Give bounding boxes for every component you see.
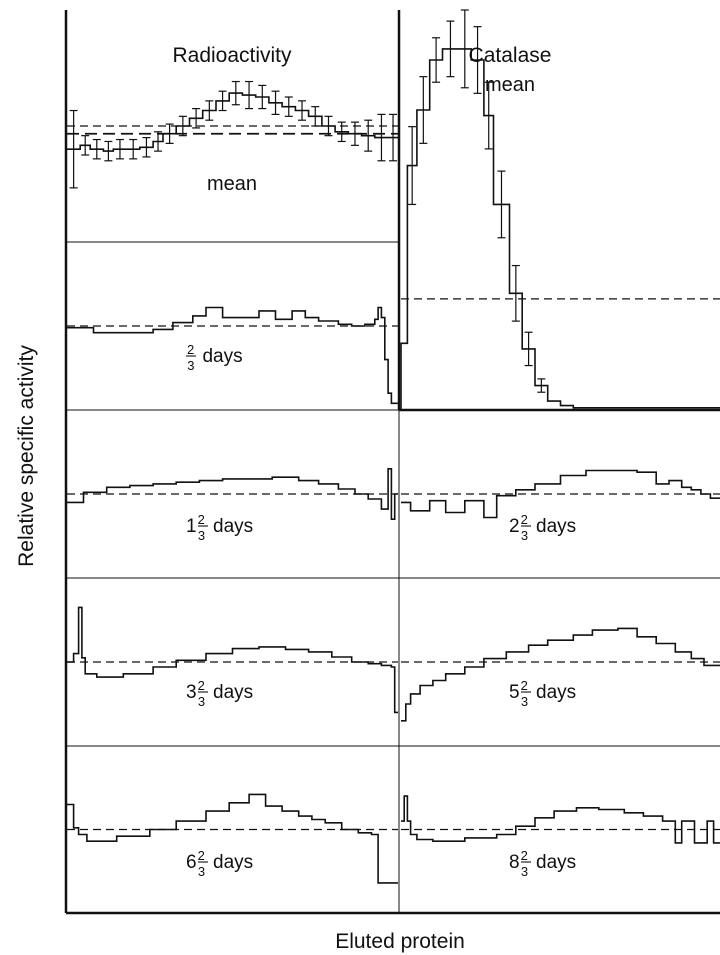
label-denominator: 3: [198, 864, 205, 879]
label-denominator: 3: [521, 528, 528, 543]
panel-label: 12 3 days: [186, 512, 253, 543]
radioactivity-five-two-thirds-step-series: [401, 627, 720, 722]
label-whole: 8: [509, 852, 520, 873]
label-numerator: 2: [198, 512, 205, 527]
panel-label: mean: [207, 173, 257, 195]
label-whole: 6: [186, 852, 197, 873]
label-unit: days: [536, 852, 576, 873]
radioactivity-mean-step-series: [67, 92, 398, 152]
panel-label: 82 3 days: [509, 848, 576, 879]
radioactivity-one-two-thirds-step-series: [67, 468, 398, 520]
panel-title: Catalase: [469, 44, 552, 67]
label-unit: days: [202, 346, 242, 367]
radioactivity-two-thirds-step-series: [67, 306, 398, 405]
radioactivity-two-three-thirds-step-series: [401, 469, 720, 519]
y-axis-label: Relative specific activity: [15, 345, 38, 567]
radioactivity-three-two-thirds-step-series: [67, 606, 398, 714]
panel-title: Radioactivity: [172, 44, 292, 67]
label-unit: days: [213, 516, 253, 537]
panel-label: 2 3 days: [187, 342, 243, 373]
label-denominator: 3: [198, 694, 205, 709]
label-denominator: 3: [521, 694, 528, 709]
label-numerator: 2: [521, 848, 528, 863]
label-numerator: 2: [198, 678, 205, 693]
label-numerator: 2: [521, 512, 528, 527]
label-numerator: 2: [187, 342, 194, 357]
label-denominator: 3: [198, 528, 205, 543]
x-axis-label: Eluted protein: [335, 930, 465, 953]
label-denominator: 3: [521, 864, 528, 879]
label-numerator: 2: [521, 678, 528, 693]
label-whole: 1: [186, 516, 197, 537]
label-numerator: 2: [198, 848, 205, 863]
radioactivity-six-two-thirds-step-series: [67, 793, 398, 884]
label-unit: days: [213, 852, 253, 873]
label-unit: days: [536, 682, 576, 703]
panel-label: 22 3 days: [509, 512, 576, 543]
label-whole: 3: [186, 682, 197, 703]
label-whole: 2: [509, 516, 520, 537]
panel-label: 32 3 days: [186, 678, 253, 709]
panel-label: 62 3 days: [186, 848, 253, 879]
radioactivity-eight-two-thirds-step-series: [401, 795, 720, 844]
panel-frame: [64, 10, 720, 915]
label-unit: days: [213, 682, 253, 703]
label-unit: days: [536, 516, 576, 537]
panel-label: 52 3 days: [509, 678, 576, 709]
label-denominator: 3: [187, 358, 194, 373]
panel-label: mean: [485, 74, 535, 96]
label-whole: 5: [509, 682, 520, 703]
